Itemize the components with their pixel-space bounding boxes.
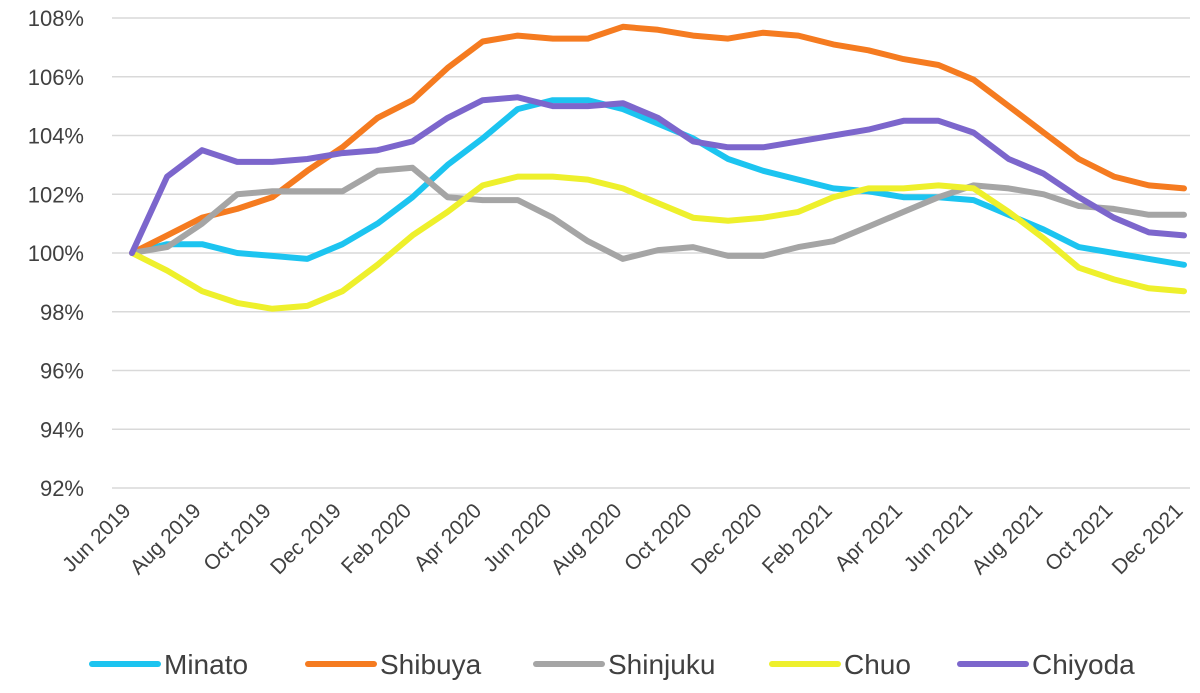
legend-label-chiyoda: Chiyoda [1032, 649, 1135, 680]
legend: Minato Shibuya Shinjuku Chuo Chiyoda [89, 649, 1135, 680]
y-tick-label: 104% [28, 124, 84, 149]
legend-label-shinjuku: Shinjuku [608, 649, 715, 680]
x-tick-label: Feb 2021 [758, 499, 837, 578]
x-tick-label: Aug 2019 [126, 499, 206, 579]
y-tick-label: 98% [40, 300, 84, 325]
series-line-shinjuku [129, 164, 1187, 262]
x-tick-label: Oct 2019 [199, 499, 276, 576]
y-tick-label: 92% [40, 476, 84, 501]
y-tick-label: 106% [28, 65, 84, 90]
legend-label-shibuya: Shibuya [380, 649, 482, 680]
x-tick-label: Dec 2019 [266, 499, 346, 579]
x-tick-label: Dec 2020 [687, 499, 767, 579]
y-tick-label: 94% [40, 417, 84, 442]
series-line-shibuya [129, 23, 1187, 256]
legend-label-chuo: Chuo [844, 649, 911, 680]
x-tick-label: Jun 2019 [58, 499, 135, 576]
x-tick-label: Dec 2021 [1108, 499, 1188, 579]
x-tick-label: Apr 2021 [830, 499, 907, 576]
x-tick-label: Aug 2021 [967, 499, 1047, 579]
series-line-chiyoda [129, 94, 1187, 256]
y-tick-label: 100% [28, 241, 84, 266]
x-tick-label: Apr 2020 [410, 499, 487, 576]
legend-label-minato: Minato [164, 649, 248, 680]
x-tick-label: Jun 2021 [900, 499, 977, 576]
x-tick-label: Jun 2020 [479, 499, 556, 576]
x-tick-label: Oct 2021 [1041, 499, 1118, 576]
x-tick-label: Oct 2020 [620, 499, 697, 576]
y-tick-label: 102% [28, 182, 84, 207]
x-tick-label: Aug 2020 [547, 499, 627, 579]
series-lines [129, 23, 1187, 312]
x-tick-label: Feb 2020 [337, 499, 416, 578]
series-line-chuo [129, 173, 1187, 312]
y-axis-tick-labels: 92% 94% 96% 98% 100% 102% 104% 106% 108% [28, 6, 84, 501]
y-tick-label: 108% [28, 6, 84, 31]
y-tick-label: 96% [40, 359, 84, 384]
